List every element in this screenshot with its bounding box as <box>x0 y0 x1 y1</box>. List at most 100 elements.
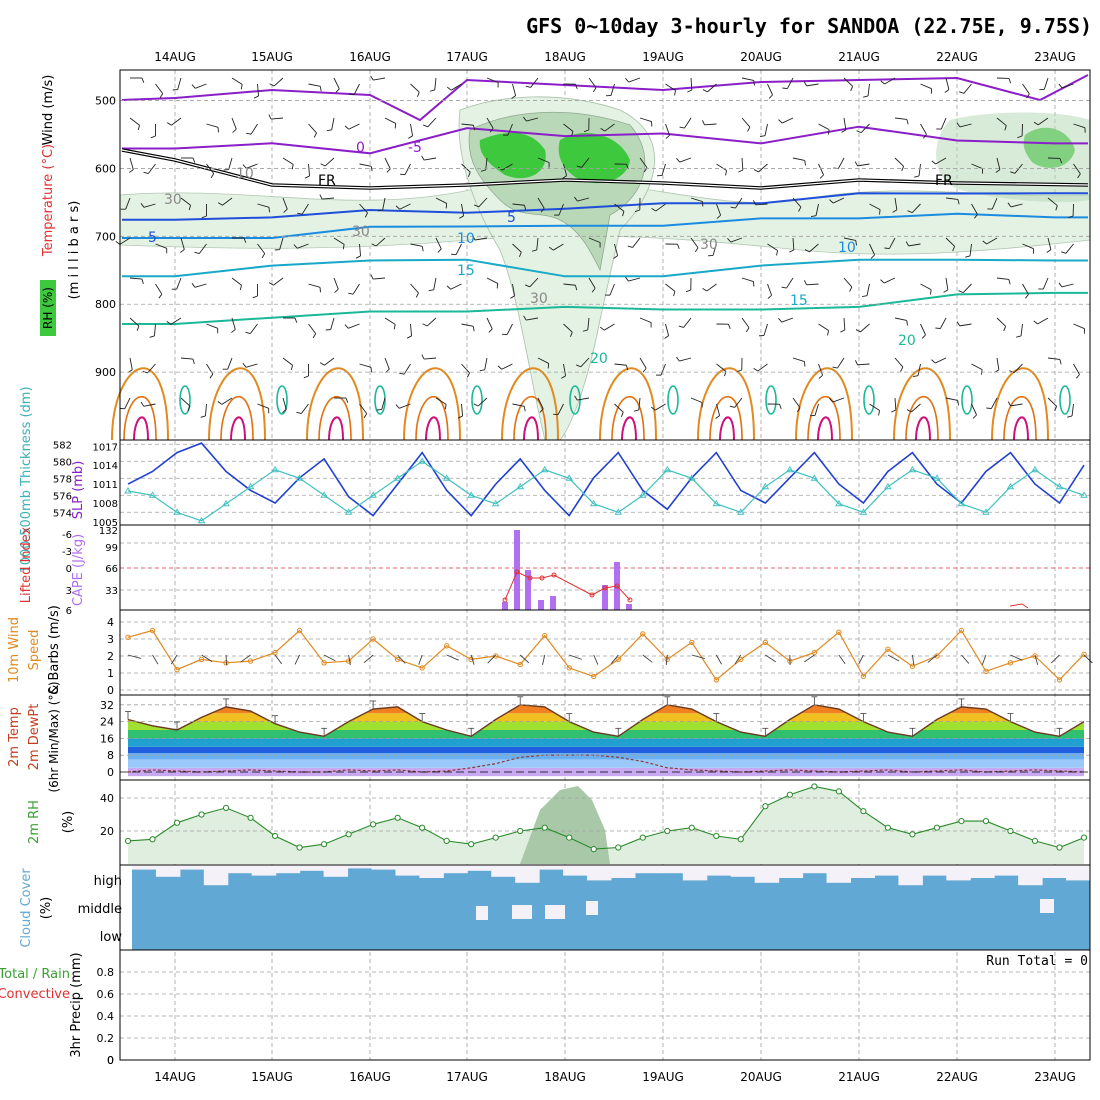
wind-barb <box>665 83 676 91</box>
wind-barb <box>433 277 437 290</box>
wind-barb-flag <box>591 288 596 293</box>
wind-barb <box>170 317 182 325</box>
wind-barb <box>308 283 321 288</box>
wind-barb <box>228 157 233 170</box>
wind-barb <box>1010 403 1023 407</box>
isotherm-line <box>122 258 1088 278</box>
wind-barb-flag <box>1033 121 1039 126</box>
thickness-point <box>344 508 353 515</box>
cape-tick: 66 <box>105 564 118 575</box>
panel-label: (6hr Min/Max) (°C) <box>47 681 61 792</box>
panel-label: (m i l l i b a r s) <box>67 201 82 300</box>
panel-frame <box>119 949 1091 1061</box>
wind-barb <box>308 163 310 176</box>
wind-barb <box>176 277 182 290</box>
wind-barb <box>486 77 499 83</box>
wind-barb-flag <box>421 155 425 161</box>
rh-point <box>884 824 891 831</box>
wind-barb <box>512 403 525 407</box>
lifted-tick: 0 <box>66 564 72 575</box>
wind-barb-flag <box>914 175 920 178</box>
wind-speed-point <box>1081 651 1087 657</box>
wind-barb <box>781 117 794 124</box>
wind-barb <box>971 363 983 371</box>
wind-barb <box>971 203 978 215</box>
wind-barb-flag <box>1026 93 1030 99</box>
wind-barb-flag <box>283 208 288 213</box>
wind-barb <box>348 654 351 666</box>
wind-barb-flag <box>312 333 317 339</box>
wind-barb <box>894 397 897 411</box>
precip-tick: 0.2 <box>97 1032 115 1045</box>
wind-barb-flag <box>957 199 960 205</box>
wind-barb-flag <box>804 160 806 166</box>
date-label-bottom: 14AUG <box>154 1070 196 1084</box>
cloud-gap-mid <box>1040 899 1054 913</box>
slp-line <box>127 442 1085 517</box>
wind-barb <box>485 157 488 170</box>
wind-barb <box>588 77 597 88</box>
wind-barb <box>588 237 601 243</box>
wind-barb <box>757 363 768 372</box>
temp-tick: 8 <box>107 749 114 762</box>
wind-barb-flag <box>473 125 476 131</box>
wind-barb-flag <box>479 369 485 372</box>
wind-barb <box>348 123 360 130</box>
wind-barb <box>461 363 470 374</box>
rh-point <box>296 844 303 851</box>
wind-barb <box>461 403 463 416</box>
wind-barb <box>273 277 284 286</box>
wind-barb <box>403 363 411 375</box>
wind-barb <box>246 163 258 169</box>
wind-barb-flag <box>548 246 554 251</box>
wind-barb <box>257 83 259 96</box>
wind-barb <box>129 317 140 327</box>
wind-barb <box>716 363 727 372</box>
wind-barb <box>155 243 167 249</box>
slp-thickness-panel: 574 576 578 580 582 1005 1008 1011 1014 1017 <box>53 440 1090 529</box>
wind-barb-flag <box>855 329 861 333</box>
wind-barb <box>628 277 641 282</box>
wind-barb <box>470 654 475 665</box>
wind-barb-flag <box>217 202 223 206</box>
wind-speed-point <box>958 627 965 634</box>
wind-barb <box>961 654 970 664</box>
wind-barb <box>661 163 666 176</box>
temp-tick: 32 <box>100 699 114 712</box>
cloud-gap <box>587 866 612 881</box>
wind-barb-flag <box>828 129 830 135</box>
wind-barb-flag <box>191 283 196 288</box>
wind-barb <box>857 163 870 167</box>
wind-barb <box>486 117 494 129</box>
wind-speed-line <box>127 629 1085 681</box>
wind-barb <box>684 117 692 129</box>
rh-point <box>1056 844 1063 851</box>
wind-barb-flag <box>880 80 885 85</box>
date-label-bottom: 19AUG <box>642 1070 684 1084</box>
lifted-tick: -6 <box>62 530 72 541</box>
wind-barb <box>614 363 627 366</box>
cloud-gap-mid <box>512 905 532 919</box>
wind-barb <box>399 203 411 210</box>
date-label-top: 22AUG <box>936 50 978 64</box>
lifted-point <box>602 585 608 591</box>
cloud-gap <box>898 866 923 886</box>
wind-barb <box>712 243 717 256</box>
wind-barb-flag <box>1067 415 1073 418</box>
thickness-point <box>442 474 451 481</box>
wind-barb-flag <box>1003 326 1007 332</box>
wind-barb-flag <box>959 91 965 94</box>
wind-barb-flag <box>489 128 494 133</box>
date-label-bottom: 17AUG <box>446 1070 488 1084</box>
wind-barb <box>939 317 947 329</box>
wind-barb <box>959 323 972 327</box>
thickness-point <box>467 491 475 498</box>
wind-barb <box>996 317 1006 327</box>
thickness-line <box>127 460 1085 522</box>
wind-barb <box>1073 323 1085 330</box>
temp-tick: 24 <box>100 716 114 729</box>
date-label-top: 17AUG <box>446 50 488 64</box>
wind-barb-flag <box>829 398 834 403</box>
wind-barb-flag <box>192 157 196 163</box>
wind-barb <box>330 317 335 330</box>
